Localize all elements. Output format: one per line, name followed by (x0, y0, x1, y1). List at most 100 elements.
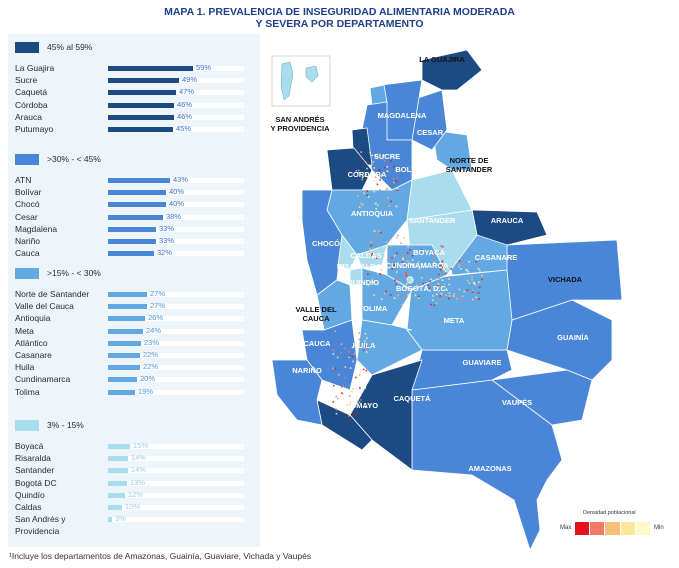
density-speck (333, 384, 335, 387)
density-speck (438, 250, 441, 253)
density-speck (457, 266, 460, 268)
dept-huila (356, 319, 423, 376)
density-speck (349, 367, 352, 369)
density-speck (380, 231, 382, 234)
density-speck (405, 283, 408, 285)
legend-row: Huila 22% (8, 361, 260, 373)
density-speck (422, 283, 424, 285)
density-speck (358, 169, 360, 171)
san-andres-inset: SAN ANDRÉS Y PROVIDENCIA (270, 55, 331, 133)
legend-row-name: ATN (15, 175, 32, 185)
legend-row-name: Atlántico (15, 337, 48, 348)
density-speck (432, 266, 435, 268)
density-speck (432, 280, 434, 282)
legend-row: ATN 43% (8, 174, 260, 186)
density-speck (346, 404, 348, 406)
density-speck (430, 278, 432, 281)
density-speck (374, 172, 377, 175)
legend-bar-value: 33% (159, 235, 175, 245)
density-speck (348, 395, 351, 397)
legend-group-label: >30% - < 45% (47, 154, 101, 164)
density-speck (348, 356, 351, 358)
legend-row: Casanare 22% (8, 349, 260, 361)
legend-bar-track (108, 377, 244, 383)
map-label-bolivar: BOLÍVAR (395, 165, 429, 174)
legend-swatch (15, 268, 39, 279)
density-speck (383, 251, 386, 254)
dept-narino (271, 359, 323, 426)
legend-bar-track (108, 90, 244, 96)
density-speck (389, 294, 392, 296)
colombia-map: SAN ANDRÉS Y PROVIDENCIA (262, 30, 679, 552)
legend-bar (108, 238, 156, 244)
map-label-choco: CHOCÓ (312, 239, 340, 248)
map-label-antioquia: ANTIOQUIA (351, 209, 394, 218)
density-speck (396, 271, 398, 273)
dept-guainia (506, 299, 613, 381)
legend-row: Meta 24% (8, 325, 260, 337)
density-legend-swatch (605, 522, 621, 535)
legend-row: Sucre 49% (8, 74, 260, 86)
density-speck (359, 172, 361, 174)
density-legend-swatch (590, 522, 606, 535)
legend-bar-track (108, 389, 244, 395)
density-speck (368, 267, 370, 270)
legend-bar (108, 389, 135, 395)
legend-row: Cundinamarca 20% (8, 373, 260, 385)
density-speck (376, 176, 379, 178)
legend-bar-value: 46% (177, 99, 193, 109)
density-speck (372, 240, 375, 242)
legend-group-header: 45% al 59% (8, 40, 260, 56)
density-speck (458, 264, 461, 266)
legend-row: Caquetá 47% (8, 86, 260, 98)
density-legend-max: Max (560, 525, 572, 531)
density-speck (357, 374, 360, 376)
legend-row-name: Caquetá (15, 87, 48, 98)
density-speck (400, 242, 402, 245)
density-speck (478, 298, 480, 300)
legend-bar (108, 178, 170, 183)
legend-row: Nariño 33% (8, 235, 260, 247)
density-speck (362, 159, 365, 162)
density-speck (344, 366, 347, 368)
density-speck (376, 183, 379, 186)
legend-bar-track (108, 190, 244, 196)
density-speck (471, 291, 474, 293)
density-speck (396, 237, 398, 239)
density-speck (344, 376, 346, 379)
density-speck (379, 189, 381, 191)
legend-group-label: 45% al 59% (47, 42, 93, 52)
density-speck (379, 247, 381, 249)
density-speck (364, 387, 367, 389)
legend-bar-value: 59% (196, 63, 212, 72)
legend-bar-track (108, 480, 244, 486)
density-speck (438, 286, 440, 289)
dept-cundinamarca (386, 244, 448, 291)
legend-row-name: Santander (15, 465, 55, 476)
density-speck (407, 264, 409, 267)
density-speck (448, 297, 450, 300)
departments (271, 49, 623, 552)
legend-row-name: Bolívar (15, 187, 42, 198)
density-speck (366, 337, 368, 340)
legend-bar-track (108, 66, 244, 71)
density-speck (354, 414, 357, 417)
map-label-norte-santander-2: SANTANDER (446, 165, 493, 174)
density-speck (461, 295, 464, 298)
density-speck (377, 258, 379, 260)
legend-bar (108, 214, 163, 220)
legend-group: 45% al 59% La Guajira 59% Sucre 49% Caquetá 47… (8, 40, 260, 135)
density-speck (454, 291, 456, 294)
density-speck (428, 287, 431, 289)
density-speck (403, 271, 405, 274)
density-speck (360, 151, 362, 153)
legend-bar-track (108, 468, 244, 474)
legend-row-name: Norte de Santander (15, 289, 90, 299)
map-label-san-andres-1: SAN ANDRÉS (275, 115, 324, 124)
density-speck (408, 292, 411, 295)
density-speck (453, 293, 456, 295)
map-title-line1: MAPA 1. PREVALENCIA DE INSEGURIDAD ALIME… (164, 6, 515, 18)
density-speck (366, 190, 368, 192)
legend-bar (108, 78, 179, 84)
density-speck (377, 204, 379, 206)
